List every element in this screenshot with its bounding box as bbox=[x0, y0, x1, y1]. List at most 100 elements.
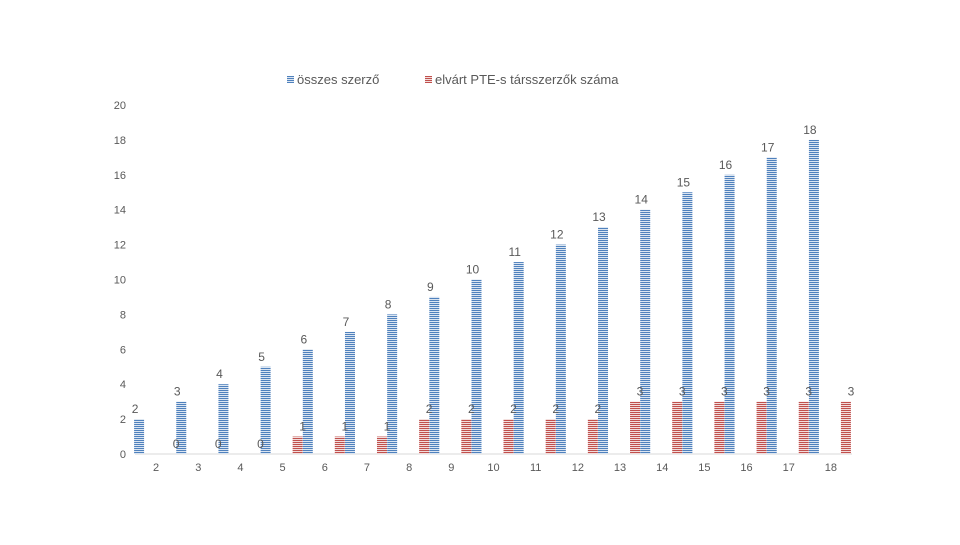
data-label: 2 bbox=[510, 402, 517, 416]
data-label: 1 bbox=[341, 420, 348, 434]
bar-series-1 bbox=[724, 174, 735, 455]
data-label: 13 bbox=[592, 210, 606, 224]
data-label: 6 bbox=[300, 332, 307, 346]
data-label: 0 bbox=[215, 437, 222, 451]
bars bbox=[134, 139, 851, 455]
x-tick-label: 12 bbox=[572, 462, 584, 474]
data-label: 2 bbox=[595, 402, 602, 416]
bar-series-1 bbox=[598, 227, 609, 454]
data-label: 4 bbox=[216, 367, 223, 381]
data-label: 7 bbox=[343, 315, 350, 329]
bar-series-2 bbox=[419, 419, 430, 454]
x-tick-label: 7 bbox=[364, 462, 370, 474]
x-tick-label: 13 bbox=[614, 462, 626, 474]
data-label: 12 bbox=[550, 228, 564, 242]
bar-series-1 bbox=[471, 279, 482, 454]
y-tick-label: 20 bbox=[114, 100, 126, 112]
y-tick-label: 8 bbox=[120, 309, 126, 321]
data-label: 2 bbox=[468, 402, 475, 416]
data-label: 3 bbox=[763, 385, 770, 399]
data-label: 3 bbox=[174, 385, 181, 399]
y-tick-label: 18 bbox=[114, 135, 126, 147]
bar-series-2 bbox=[798, 401, 809, 454]
data-label: 0 bbox=[257, 437, 264, 451]
bar-series-2 bbox=[334, 436, 345, 454]
bar-series-1 bbox=[555, 244, 566, 454]
data-label: 1 bbox=[299, 420, 306, 434]
x-tick-label: 14 bbox=[656, 462, 668, 474]
bar-series-1 bbox=[260, 366, 271, 454]
y-tick-label: 16 bbox=[114, 170, 126, 182]
y-tick-label: 2 bbox=[120, 414, 126, 426]
legend-label: elvárt PTE-s társszerzők száma bbox=[435, 72, 619, 87]
bar-series-1 bbox=[640, 209, 651, 454]
data-label: 2 bbox=[552, 402, 559, 416]
bar-series-2 bbox=[714, 401, 725, 454]
data-label: 0 bbox=[173, 437, 180, 451]
bar-series-2 bbox=[376, 436, 387, 454]
legend: összes szerző elvárt PTE-s társszerzők sz… bbox=[287, 72, 619, 87]
x-tick-label: 4 bbox=[237, 462, 243, 474]
x-tick-label: 5 bbox=[280, 462, 286, 474]
bar-series-1 bbox=[429, 296, 440, 454]
bar-series-1 bbox=[766, 157, 777, 454]
bar-series-1 bbox=[302, 349, 313, 454]
data-label: 3 bbox=[679, 385, 686, 399]
data-label: 3 bbox=[805, 385, 812, 399]
y-tick-label: 10 bbox=[114, 275, 126, 287]
bar-series-2 bbox=[756, 401, 767, 454]
x-tick-label: 3 bbox=[195, 462, 201, 474]
bar-series-2 bbox=[292, 436, 303, 454]
x-tick-label: 16 bbox=[740, 462, 752, 474]
x-tick-label: 6 bbox=[322, 462, 328, 474]
bar-series-1 bbox=[344, 331, 355, 454]
data-label: 5 bbox=[258, 350, 265, 364]
bar-series-2 bbox=[545, 419, 556, 454]
data-label: 3 bbox=[848, 385, 855, 399]
bar-series-1 bbox=[176, 401, 187, 454]
data-label: 18 bbox=[803, 123, 817, 137]
data-label: 8 bbox=[385, 297, 392, 311]
bar-series-1 bbox=[134, 419, 145, 454]
legend-label: összes szerző bbox=[297, 72, 379, 87]
x-tick-label: 15 bbox=[698, 462, 710, 474]
data-label: 2 bbox=[132, 402, 139, 416]
y-tick-label: 12 bbox=[114, 240, 126, 252]
x-axis: 2 3 4 5 6 7 8 9 10 11 12 13 14 15 16 17 18 bbox=[135, 453, 852, 474]
bar-series-2 bbox=[503, 419, 514, 454]
data-label: 11 bbox=[508, 245, 521, 259]
data-label: 3 bbox=[637, 385, 644, 399]
bar-series-2 bbox=[587, 419, 598, 454]
data-label: 1 bbox=[384, 420, 391, 434]
x-tick-label: 11 bbox=[530, 462, 541, 474]
bar-series-1 bbox=[682, 192, 693, 454]
x-tick-label: 2 bbox=[153, 462, 159, 474]
bar-series-1 bbox=[218, 384, 229, 454]
y-tick-label: 4 bbox=[120, 379, 126, 391]
data-label: 14 bbox=[635, 193, 649, 207]
data-label: 2 bbox=[426, 402, 433, 416]
legend-swatch bbox=[287, 76, 294, 83]
x-tick-label: 18 bbox=[825, 462, 837, 474]
bar-series-1 bbox=[387, 314, 398, 454]
data-label: 15 bbox=[677, 175, 691, 189]
x-tick-label: 17 bbox=[783, 462, 795, 474]
y-tick-label: 6 bbox=[120, 344, 126, 356]
legend-swatch bbox=[425, 76, 432, 83]
bar-series-2 bbox=[630, 401, 641, 454]
x-tick-label: 9 bbox=[448, 462, 454, 474]
bar-series-2 bbox=[840, 401, 851, 454]
x-tick-label: 8 bbox=[406, 462, 412, 474]
bar-series-2 bbox=[461, 419, 472, 454]
data-label: 3 bbox=[721, 385, 728, 399]
bar-series-1 bbox=[513, 262, 524, 454]
data-label: 10 bbox=[466, 263, 480, 277]
data-label: 17 bbox=[761, 140, 775, 154]
bar-series-2 bbox=[672, 401, 683, 454]
x-tick-label: 10 bbox=[487, 462, 499, 474]
data-label: 16 bbox=[719, 158, 733, 172]
y-tick-label: 0 bbox=[120, 449, 126, 461]
